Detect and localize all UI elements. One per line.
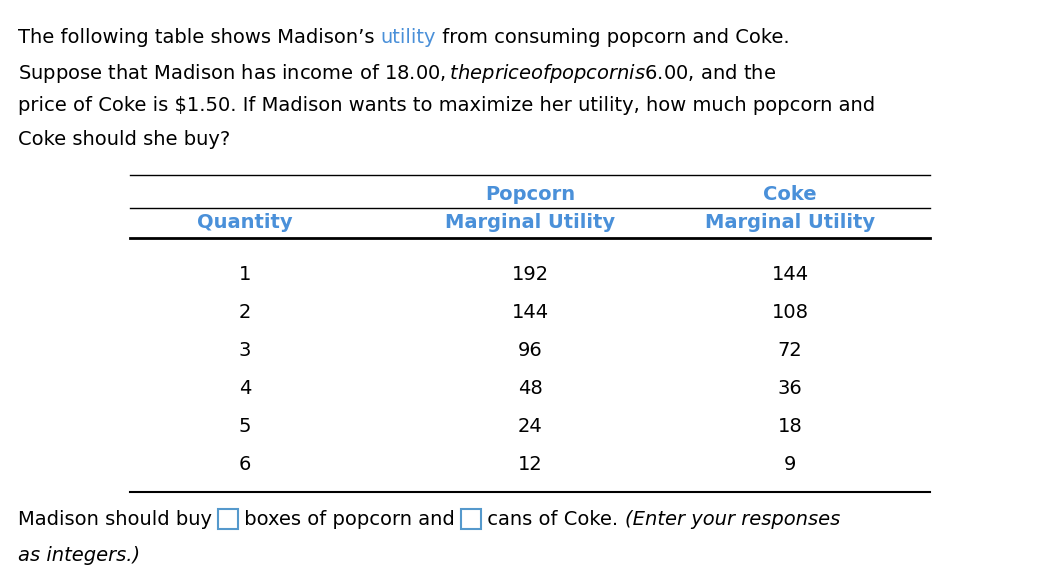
Text: Coke should she buy?: Coke should she buy? — [18, 130, 230, 149]
Text: 144: 144 — [512, 303, 549, 322]
Text: 192: 192 — [512, 265, 549, 284]
Text: The following table shows Madison’s: The following table shows Madison’s — [18, 28, 381, 47]
Text: 48: 48 — [517, 379, 543, 398]
Text: 36: 36 — [777, 379, 803, 398]
Text: 144: 144 — [771, 265, 808, 284]
Text: from consuming popcorn and Coke.: from consuming popcorn and Coke. — [436, 28, 790, 47]
Text: 5: 5 — [239, 417, 252, 436]
Text: (Enter your responses: (Enter your responses — [624, 510, 840, 529]
Text: 96: 96 — [517, 341, 543, 360]
Text: cans of Coke.: cans of Coke. — [481, 510, 624, 529]
Text: Marginal Utility: Marginal Utility — [445, 213, 615, 232]
Text: 2: 2 — [239, 303, 252, 322]
Text: 9: 9 — [784, 455, 796, 474]
Text: 3: 3 — [239, 341, 252, 360]
Text: 108: 108 — [771, 303, 808, 322]
Text: Coke: Coke — [764, 185, 817, 204]
Text: Marginal Utility: Marginal Utility — [705, 213, 875, 232]
Text: 6: 6 — [239, 455, 252, 474]
Text: 18: 18 — [777, 417, 803, 436]
Text: price of Coke is $1.50. If Madison wants to maximize her utility, how much popco: price of Coke is $1.50. If Madison wants… — [18, 96, 875, 115]
Text: as integers.): as integers.) — [18, 546, 140, 565]
Text: 12: 12 — [517, 455, 543, 474]
Text: 1: 1 — [239, 265, 252, 284]
Text: 72: 72 — [777, 341, 803, 360]
Text: Quantity: Quantity — [198, 213, 293, 232]
Text: 24: 24 — [517, 417, 543, 436]
Text: Popcorn: Popcorn — [485, 185, 575, 204]
Text: 4: 4 — [239, 379, 252, 398]
Text: utility: utility — [381, 28, 436, 47]
Text: boxes of popcorn and: boxes of popcorn and — [238, 510, 461, 529]
Text: Madison should buy: Madison should buy — [18, 510, 219, 529]
Text: Suppose that Madison has income of $18.00, the price of popcorn is $6.00, and th: Suppose that Madison has income of $18.0… — [18, 62, 776, 85]
